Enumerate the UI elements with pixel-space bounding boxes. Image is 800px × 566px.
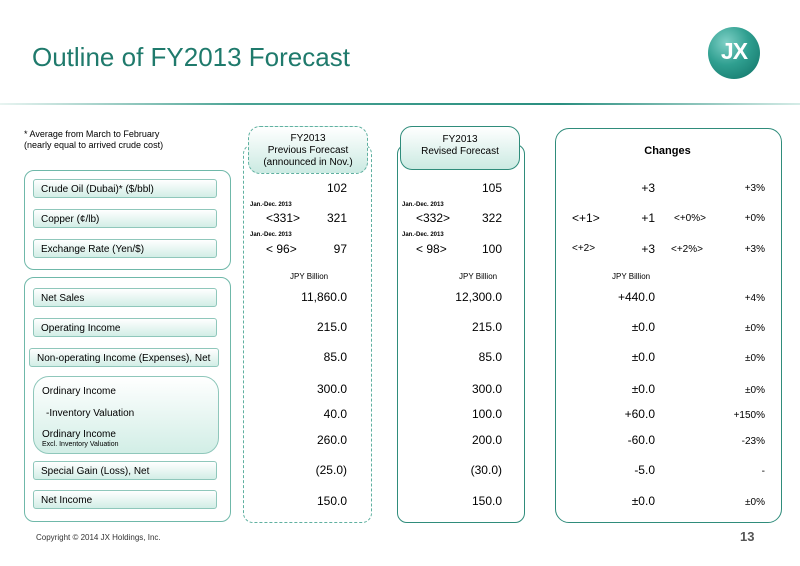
assumptions-label-panel: Crude Oil (Dubai)* ($/bbl) Copper (¢/lb)… bbox=[24, 170, 231, 270]
prev-header-line-3: (announced in Nov.) bbox=[263, 157, 353, 168]
label-net-sales: Net Sales bbox=[33, 288, 217, 307]
pct-copper: +0% bbox=[744, 213, 765, 224]
prev-copper: 321 bbox=[326, 211, 347, 225]
unit-rev: JPY Billion bbox=[459, 272, 498, 281]
label-exchange-rate: Exchange Rate (Yen/$) bbox=[33, 239, 217, 258]
prev-copper-sub: <331> bbox=[266, 211, 301, 225]
pct-copper-sub: <+0%> bbox=[674, 213, 706, 224]
pct-net-sales: +4% bbox=[744, 293, 765, 304]
pct-inventory: +150% bbox=[733, 410, 765, 421]
unit-prev: JPY Billion bbox=[290, 272, 329, 281]
prev-net-sales: 11,860.0 bbox=[301, 290, 347, 304]
label-crude-oil: Crude Oil (Dubai)* ($/bbl) bbox=[33, 179, 217, 198]
prev-fx: 97 bbox=[333, 242, 347, 256]
page-number: 13 bbox=[740, 529, 755, 544]
label-ordinary-excl-sub: Excl. Inventory Valuation bbox=[42, 441, 119, 448]
pct-ordinary-excl: -23% bbox=[741, 436, 765, 447]
rev-copper: 322 bbox=[481, 211, 502, 225]
rev-copper-sub: <332> bbox=[416, 211, 451, 225]
prev-special: (25.0) bbox=[315, 463, 347, 477]
chg-inventory: +60.0 bbox=[624, 407, 655, 421]
prev-ordinary: 300.0 bbox=[316, 382, 347, 396]
rev-net-sales: 12,300.0 bbox=[455, 290, 502, 304]
prev-period-fx: Jan.-Dec. 2013 bbox=[250, 232, 292, 238]
prev-header-line-2: Previous Forecast bbox=[267, 145, 349, 156]
chg-special: -5.0 bbox=[634, 463, 655, 477]
label-copper: Copper (¢/lb) bbox=[33, 209, 217, 228]
revised-forecast-header: FY2013 Revised Forecast bbox=[400, 126, 520, 170]
chg-ordinary: ±0.0 bbox=[631, 382, 655, 396]
rev-operating: 215.0 bbox=[471, 320, 502, 334]
pct-special: - bbox=[761, 466, 765, 477]
rev-header-line-1: FY2013 bbox=[442, 134, 478, 145]
results-label-panel: Net Sales Operating Income Non-operating… bbox=[24, 277, 231, 522]
label-ordinary-excl-main: Ordinary Income bbox=[42, 429, 116, 440]
jx-logo: JX bbox=[708, 27, 760, 79]
label-inventory-valuation: -Inventory Valuation bbox=[46, 408, 135, 419]
pct-net-income: ±0% bbox=[745, 497, 765, 508]
chg-operating: ±0.0 bbox=[631, 320, 655, 334]
chg-copper: +1 bbox=[641, 211, 655, 225]
unit-chg: JPY Billion bbox=[612, 272, 651, 281]
label-operating-income: Operating Income bbox=[33, 318, 217, 337]
pct-crude: +3% bbox=[744, 183, 765, 194]
changes-column bbox=[555, 128, 782, 523]
prev-ordinary-excl: 260.0 bbox=[316, 433, 347, 447]
page-title: Outline of FY2013 Forecast bbox=[32, 42, 350, 72]
prev-non-operating: 85.0 bbox=[323, 350, 347, 364]
prev-inventory: 40.0 bbox=[323, 407, 347, 421]
chg-net-income: ±0.0 bbox=[631, 494, 655, 508]
footnote: * Average from March to February (nearly… bbox=[24, 129, 163, 151]
pct-fx-sub: <+2%> bbox=[671, 244, 703, 255]
changes-header: Changes bbox=[644, 145, 691, 157]
chg-fx-sub: <+2> bbox=[572, 243, 596, 254]
label-ordinary-excl: Ordinary Income Excl. Inventory Valuatio… bbox=[42, 430, 119, 450]
rev-period-fx: Jan.-Dec. 2013 bbox=[402, 232, 444, 238]
previous-forecast-column bbox=[243, 144, 372, 523]
chg-ordinary-excl: -60.0 bbox=[627, 433, 655, 447]
copyright: Copyright © 2014 JX Holdings, Inc. bbox=[36, 533, 161, 542]
rev-crude: 105 bbox=[481, 181, 502, 195]
previous-forecast-header: FY2013 Previous Forecast (announced in N… bbox=[248, 126, 368, 174]
label-special-gain: Special Gain (Loss), Net bbox=[33, 461, 217, 480]
logo-text: JX bbox=[720, 38, 748, 64]
prev-operating: 215.0 bbox=[316, 320, 347, 334]
chg-fx: +3 bbox=[641, 242, 655, 256]
chg-crude: +3 bbox=[641, 181, 655, 195]
prev-header-line-1: FY2013 bbox=[290, 133, 326, 144]
prev-fx-sub: < 96> bbox=[266, 242, 297, 256]
rev-period-copper: Jan.-Dec. 2013 bbox=[402, 202, 444, 208]
footnote-line-1: * Average from March to February bbox=[24, 129, 160, 139]
label-non-operating: Non-operating Income (Expenses), Net bbox=[29, 348, 219, 367]
prev-period-copper: Jan.-Dec. 2013 bbox=[250, 202, 292, 208]
rev-net-income: 150.0 bbox=[471, 494, 502, 508]
footnote-line-2: (nearly equal to arrived crude cost) bbox=[24, 140, 164, 150]
chg-net-sales: +440.0 bbox=[617, 290, 655, 304]
prev-crude: 102 bbox=[326, 181, 347, 195]
rev-fx-sub: < 98> bbox=[416, 242, 447, 256]
label-ordinary-income: Ordinary Income bbox=[42, 386, 116, 397]
header-divider bbox=[0, 103, 800, 105]
pct-fx: +3% bbox=[744, 244, 765, 255]
label-net-income: Net Income bbox=[33, 490, 217, 509]
rev-non-operating: 85.0 bbox=[478, 350, 502, 364]
ordinary-income-group: Ordinary Income -Inventory Valuation Ord… bbox=[33, 376, 219, 454]
rev-ordinary-excl: 200.0 bbox=[471, 433, 502, 447]
rev-ordinary: 300.0 bbox=[471, 382, 502, 396]
rev-header-line-2: Revised Forecast bbox=[421, 146, 499, 157]
pct-ordinary: ±0% bbox=[745, 385, 765, 396]
rev-fx: 100 bbox=[481, 242, 502, 256]
pct-non-operating: ±0% bbox=[745, 353, 765, 364]
chg-copper-sub: <+1> bbox=[572, 211, 600, 225]
revised-forecast-column bbox=[397, 144, 525, 523]
prev-net-income: 150.0 bbox=[316, 494, 347, 508]
pct-operating: ±0% bbox=[745, 323, 765, 334]
chg-non-operating: ±0.0 bbox=[631, 350, 655, 364]
rev-inventory: 100.0 bbox=[471, 407, 502, 421]
rev-special: (30.0) bbox=[470, 463, 502, 477]
